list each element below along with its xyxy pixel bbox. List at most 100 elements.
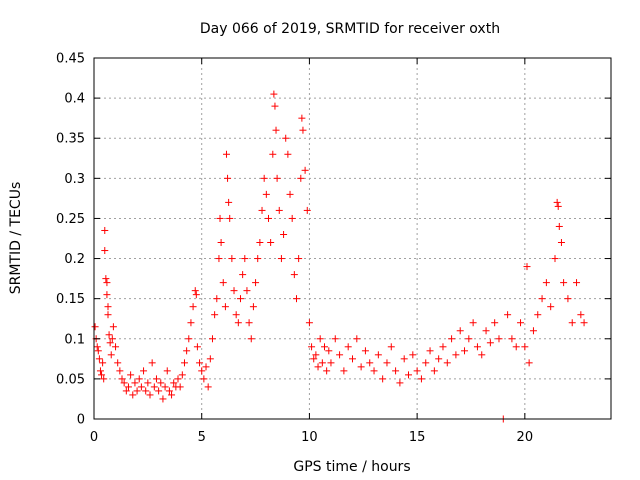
- data-point: [254, 255, 262, 263]
- data-point: [292, 295, 300, 303]
- data-point: [284, 150, 292, 158]
- data-point: [150, 383, 158, 391]
- axis-ticks: [93, 57, 611, 420]
- data-point: [299, 126, 307, 134]
- data-point: [269, 150, 277, 158]
- x-tick-label: 15: [409, 430, 426, 445]
- data-point: [228, 255, 236, 263]
- data-point: [297, 174, 305, 182]
- data-point: [374, 351, 382, 359]
- y-tick-label: 0.4: [64, 92, 85, 107]
- data-point: [310, 355, 318, 363]
- data-point: [270, 90, 278, 98]
- data-point: [106, 339, 114, 347]
- data-point: [101, 247, 109, 255]
- data-point: [443, 359, 451, 367]
- data-point: [491, 319, 499, 327]
- data-point: [204, 383, 212, 391]
- data-point: [225, 198, 233, 206]
- data-point: [155, 387, 163, 395]
- data-point: [547, 303, 555, 311]
- data-point: [316, 335, 324, 343]
- data-point: [557, 239, 565, 247]
- data-point: [301, 166, 309, 174]
- data-point: [178, 371, 186, 379]
- data-point: [140, 367, 148, 375]
- data-point: [344, 343, 352, 351]
- data-point: [222, 150, 230, 158]
- data-point: [264, 214, 272, 222]
- data-point: [426, 347, 434, 355]
- data-point: [469, 319, 477, 327]
- data-point: [211, 311, 219, 319]
- data-point: [538, 295, 546, 303]
- data-point: [114, 359, 122, 367]
- y-tick-label: 0.2: [64, 252, 85, 267]
- data-point: [99, 359, 107, 367]
- data-point: [103, 279, 111, 287]
- data-point: [435, 355, 443, 363]
- data-point: [400, 355, 408, 363]
- data-point: [170, 379, 178, 387]
- data-point: [273, 174, 281, 182]
- y-tick-label: 0.25: [56, 212, 85, 227]
- data-point: [308, 343, 316, 351]
- data-point: [305, 319, 313, 327]
- data-point: [95, 355, 103, 363]
- data-point: [144, 379, 152, 387]
- data-point: [271, 102, 279, 110]
- data-points: [91, 90, 588, 423]
- data-point: [198, 367, 206, 375]
- data-point: [239, 271, 247, 279]
- data-point: [249, 303, 257, 311]
- data-point: [256, 239, 264, 247]
- data-point: [523, 263, 531, 271]
- data-point: [320, 343, 328, 351]
- data-point: [353, 335, 361, 343]
- data-point: [439, 343, 447, 351]
- data-point: [456, 327, 464, 335]
- data-point: [103, 291, 111, 299]
- data-point: [161, 383, 169, 391]
- data-point: [230, 287, 238, 295]
- data-point: [260, 174, 268, 182]
- data-point: [486, 339, 494, 347]
- data-point: [392, 367, 400, 375]
- data-point: [202, 363, 210, 371]
- data-point: [196, 359, 204, 367]
- data-point: [213, 295, 221, 303]
- data-point: [277, 255, 285, 263]
- data-point: [555, 222, 563, 230]
- data-point: [157, 379, 165, 387]
- data-point: [208, 335, 216, 343]
- data-point: [176, 383, 184, 391]
- data-point: [124, 383, 132, 391]
- data-point: [357, 363, 365, 371]
- data-point: [361, 347, 369, 355]
- data-point: [396, 379, 404, 387]
- data-point: [323, 367, 331, 375]
- x-tick-label: 10: [301, 430, 318, 445]
- data-point: [129, 391, 137, 399]
- data-point: [554, 202, 562, 210]
- data-point: [529, 327, 537, 335]
- data-point: [221, 303, 229, 311]
- data-point: [448, 335, 456, 343]
- data-point: [219, 279, 227, 287]
- data-point: [478, 351, 486, 359]
- data-point: [295, 255, 303, 263]
- data-point: [137, 383, 145, 391]
- data-point: [93, 343, 101, 351]
- data-point: [413, 367, 421, 375]
- x-axis-title: GPS time / hours: [293, 459, 410, 475]
- y-tick-label: 0.05: [56, 372, 85, 387]
- data-point: [108, 335, 116, 343]
- y-tick-labels: 0 0.05 0.1 0.15 0.2 0.25 0.3 0.35 0.4 0.45: [56, 52, 85, 428]
- data-point: [152, 375, 160, 383]
- data-point: [508, 335, 516, 343]
- data-point: [105, 331, 113, 339]
- data-point: [387, 343, 395, 351]
- data-point: [495, 335, 503, 343]
- data-point: [312, 351, 320, 359]
